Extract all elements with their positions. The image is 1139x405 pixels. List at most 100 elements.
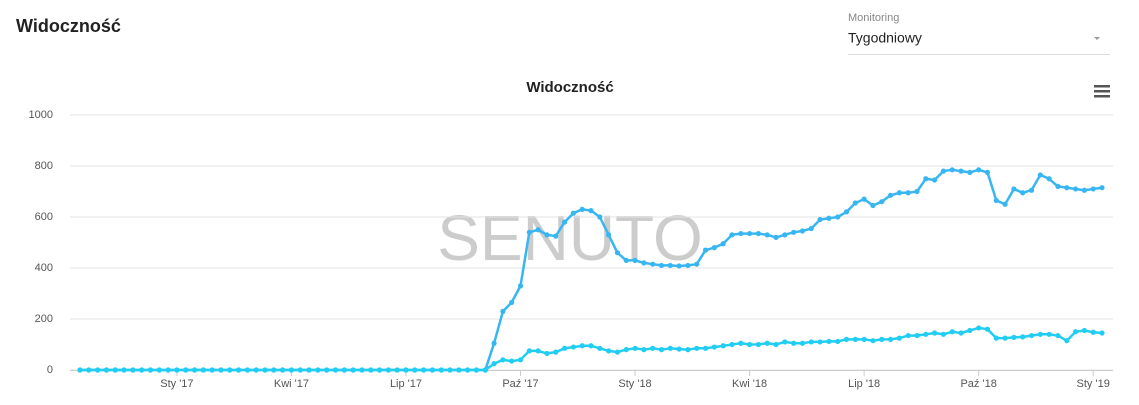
data-point: [526, 229, 532, 235]
data-point: [694, 261, 700, 267]
data-point: [491, 340, 497, 346]
data-point: [1028, 332, 1035, 339]
data-point: [738, 340, 744, 346]
data-point: [1055, 332, 1061, 339]
data-point: [923, 331, 929, 337]
data-point: [861, 196, 867, 202]
data-point: [641, 260, 647, 266]
data-point: [456, 367, 462, 373]
chart-menu[interactable]: [1094, 85, 1110, 98]
data-point: [526, 348, 532, 354]
data-point: [843, 336, 850, 342]
data-point: [685, 262, 691, 269]
data-point: [658, 262, 665, 269]
data-point: [940, 331, 947, 337]
data-point: [1081, 327, 1087, 334]
data-point: [755, 230, 761, 237]
data-point: [112, 367, 118, 373]
data-point: [1046, 176, 1052, 182]
data-point: [861, 336, 867, 342]
data-point: [1011, 334, 1017, 340]
select-label: Monitoring: [848, 12, 899, 24]
data-point: [826, 215, 832, 221]
data-point: [870, 338, 876, 344]
data-point: [421, 367, 427, 373]
data-point: [561, 219, 568, 225]
data-point: [147, 367, 154, 373]
data-point: [879, 336, 885, 342]
menu-bar[interactable]: [1094, 95, 1110, 98]
data-point: [1064, 338, 1070, 344]
data-point: [887, 336, 894, 342]
data-point: [579, 206, 585, 212]
data-point: [341, 367, 347, 373]
data-point: [597, 345, 603, 351]
x-tick-label: Sty '17: [160, 378, 193, 390]
menu-bar[interactable]: [1094, 90, 1110, 93]
data-point: [1037, 331, 1043, 337]
data-point: [702, 247, 709, 253]
data-point: [588, 208, 594, 214]
data-point: [711, 245, 717, 251]
data-point: [403, 367, 409, 373]
data-point: [667, 345, 673, 351]
x-tick-label: Lip '18: [848, 378, 880, 390]
data-point: [1011, 186, 1017, 192]
data-point: [121, 367, 127, 373]
data-point: [191, 367, 198, 373]
data-point: [350, 367, 356, 373]
watermark: SENUTO: [437, 202, 703, 274]
x-tick-label: Sty '19: [1077, 378, 1110, 390]
data-point: [262, 367, 268, 373]
select-value[interactable]: Tygodniowy: [848, 30, 922, 46]
data-point: [632, 345, 638, 351]
data-point: [694, 345, 700, 351]
data-point: [623, 347, 629, 353]
data-point: [570, 344, 576, 350]
data-point: [623, 257, 629, 263]
data-point: [306, 367, 312, 373]
data-point: [227, 367, 233, 373]
data-point: [932, 330, 938, 336]
data-point: [482, 367, 488, 373]
data-point: [95, 367, 101, 373]
data-point: [887, 192, 894, 198]
data-point: [156, 367, 162, 373]
data-point: [165, 367, 171, 373]
y-tick-label: 1000: [29, 109, 53, 121]
data-point: [782, 232, 788, 238]
data-point: [139, 367, 145, 373]
data-point: [535, 227, 541, 233]
data-point: [614, 250, 621, 256]
data-point: [1090, 329, 1096, 335]
y-tick-label: 800: [35, 160, 53, 172]
monitoring-select[interactable]: Monitoring Tygodniowy: [848, 12, 1110, 55]
y-tick-label: 600: [35, 211, 53, 223]
data-point: [940, 168, 947, 174]
data-point: [1064, 185, 1070, 191]
data-point: [235, 367, 242, 373]
data-point: [976, 325, 982, 331]
data-point: [896, 190, 902, 196]
data-point: [1099, 185, 1105, 191]
data-point: [923, 176, 929, 182]
data-point: [835, 338, 841, 345]
data-point: [218, 367, 224, 373]
data-point: [606, 232, 612, 238]
data-point: [1037, 172, 1043, 178]
data-point: [720, 343, 726, 349]
data-point: [720, 241, 726, 247]
data-point: [544, 350, 550, 357]
data-point: [553, 233, 559, 239]
data-point: [103, 367, 110, 373]
data-point: [843, 209, 850, 215]
select-caret[interactable]: [1094, 37, 1100, 40]
x-tick-label: Paź '17: [502, 378, 538, 390]
menu-bar[interactable]: [1094, 85, 1110, 88]
data-point: [905, 190, 911, 196]
data-point: [949, 167, 955, 173]
data-point: [1002, 201, 1008, 207]
y-tick-label: 0: [47, 364, 53, 376]
data-point: [376, 367, 383, 373]
data-point: [949, 329, 955, 335]
